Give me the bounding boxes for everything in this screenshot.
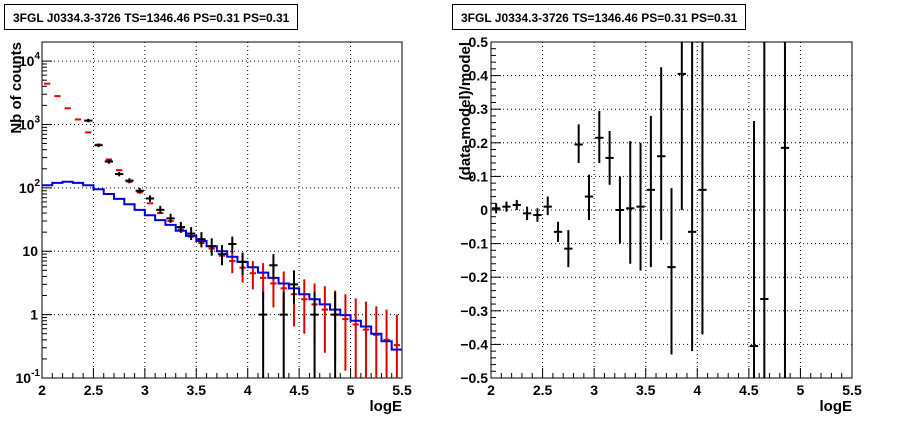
left-x-tick-label: 5.5 — [392, 382, 412, 398]
left-y-tick-label: 10-1 — [16, 368, 41, 386]
left-y-axis-label: Nb of counts — [8, 42, 25, 134]
right-y-tick-label: −0.4 — [460, 336, 488, 352]
right-x-tick-label: 2.5 — [533, 382, 553, 398]
right-x-tick-label: 5 — [797, 382, 805, 398]
source-model-histogram — [42, 180, 402, 351]
right-x-tick-label: 4 — [693, 382, 701, 398]
left-x-axis-label: logE — [370, 398, 403, 415]
left-plot-border — [41, 41, 403, 379]
right-y-tick-label: 0.5 — [469, 34, 489, 50]
left-y-tick-label: 102 — [19, 178, 41, 196]
right-y-tick-label: 0.1 — [469, 168, 489, 184]
right-x-axis-label: logE — [820, 398, 853, 415]
right-x-tick-label: 5.5 — [842, 382, 862, 398]
right-chart-title: 3FGL J0334.3-3726 TS=1346.46 PS=0.31 PS=… — [452, 4, 747, 30]
left-plot-frame: 2 2.5 3 3.5 4 4.5 5 5.5 10-1 1 10 102 103 104 — [16, 41, 412, 398]
left-x-tick-label: 3 — [141, 382, 149, 398]
left-x-tick-label: 4 — [244, 382, 252, 398]
right-y-tick-label: 0 — [480, 202, 488, 218]
left-y-tick-label: 1 — [30, 307, 38, 323]
left-x-tick-label: 3.5 — [187, 382, 207, 398]
right-x-tick-label: 2 — [487, 382, 495, 398]
right-x-tick-label: 4.5 — [739, 382, 759, 398]
left-x-tick-label: 5 — [347, 382, 355, 398]
left-x-tick-label: 2.5 — [84, 382, 104, 398]
right-y-axis-label: (data-model)/model — [457, 42, 474, 180]
right-y-tick-label: −0.1 — [460, 236, 488, 252]
left-x-tick-label: 2 — [38, 382, 46, 398]
right-y-tick-label: 0.4 — [469, 68, 489, 84]
left-chart-title: 3FGL J0334.3-3726 TS=1346.46 PS=0.31 PS=… — [4, 4, 299, 30]
left-x-tick-label: 4.5 — [289, 382, 309, 398]
right-y-tick-label: −0.2 — [460, 269, 488, 285]
right-y-tick-label: 0.3 — [469, 101, 489, 117]
right-y-tick-label: 0.2 — [469, 135, 489, 151]
left-y-tick-label: 103 — [19, 114, 41, 132]
right-x-tick-label: 3 — [590, 382, 598, 398]
left-y-tick-label: 104 — [19, 51, 41, 69]
right-y-tick-label: −0.3 — [460, 303, 488, 319]
right-plot-frame: 2 2.5 3 3.5 4 4.5 5 5.5 −0.5 −0.4 −0.3 −0.2 −0.1 0 0.1… — [460, 34, 862, 398]
right-y-tick-label: −0.5 — [460, 370, 488, 386]
right-x-tick-label: 3.5 — [636, 382, 656, 398]
left-y-tick-label: 10 — [22, 243, 38, 259]
